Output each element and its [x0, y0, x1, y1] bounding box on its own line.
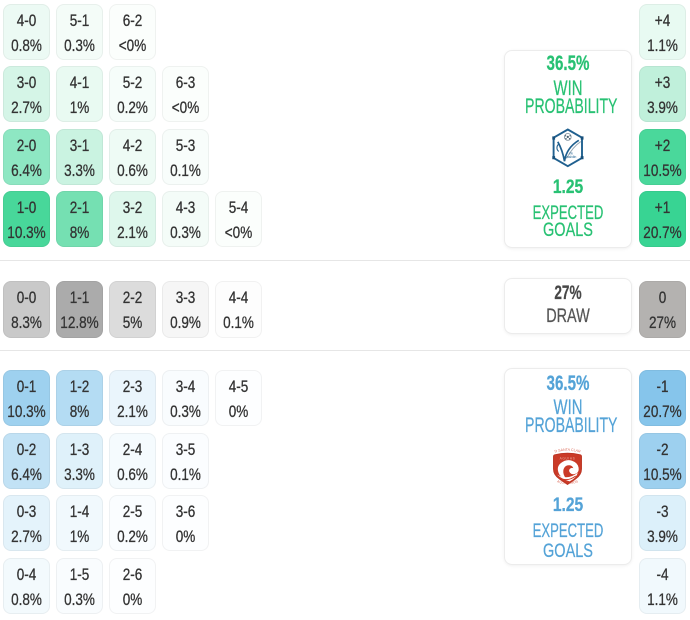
svg-text:nk: nk: [570, 151, 574, 155]
svg-text:varaždin: varaždin: [563, 155, 576, 159]
svg-text:AGUIAS: AGUIAS: [560, 457, 576, 461]
